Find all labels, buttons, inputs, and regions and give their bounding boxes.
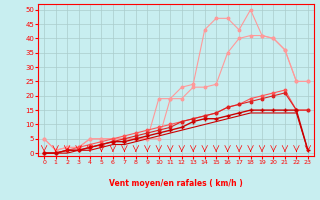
X-axis label: Vent moyen/en rafales ( km/h ): Vent moyen/en rafales ( km/h ) (109, 179, 243, 188)
